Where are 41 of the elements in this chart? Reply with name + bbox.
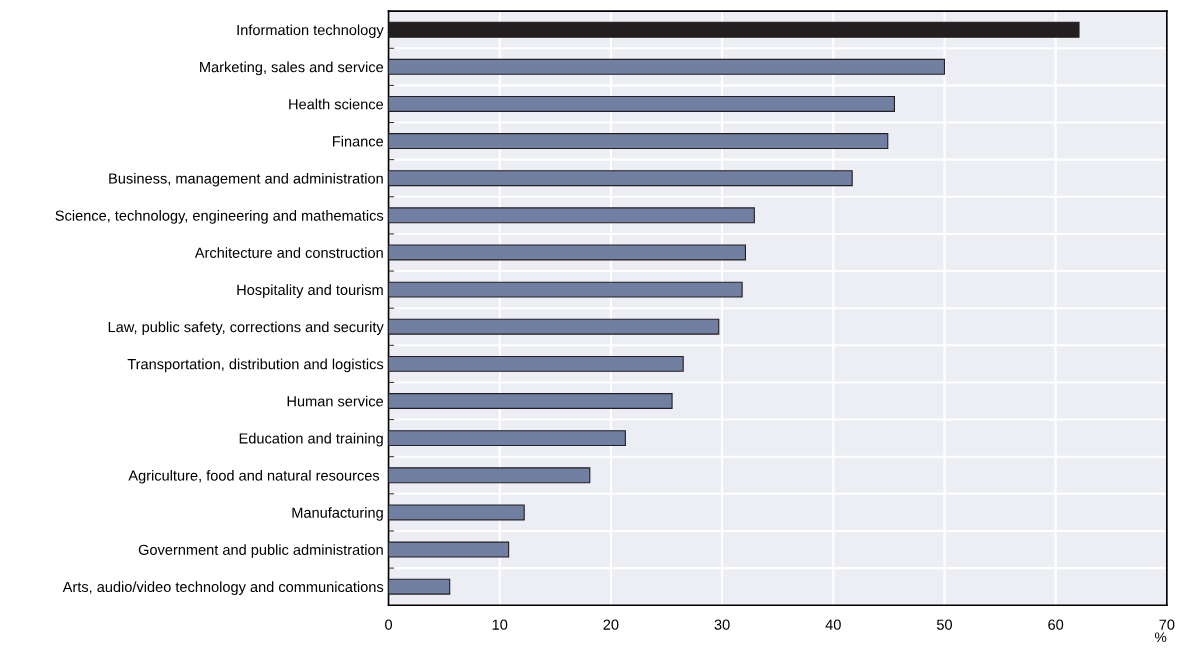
y-tick-label: Architecture and construction — [194, 247, 383, 258]
x-tick-label: 20 — [603, 619, 619, 630]
y-tick-label: Arts, audio/video technology and communications — [62, 581, 384, 595]
x-axis-title: % — [1154, 632, 1167, 643]
x-tick-label: 30 — [714, 619, 730, 630]
bar — [388, 578, 451, 595]
y-tick-label: Government and public administration — [138, 544, 383, 558]
bar — [388, 504, 525, 521]
y-tick-label: Education and training — [239, 432, 383, 447]
bar — [388, 467, 591, 484]
bar — [388, 393, 673, 409]
y-tick-label: Finance — [333, 135, 384, 147]
y-tick-label: Transportation, distribution and logistics — [127, 358, 384, 373]
bar — [388, 207, 755, 224]
y-tick-label: Information technology — [237, 24, 384, 39]
y-tick-label: Marketing, sales and service — [200, 61, 384, 76]
y-tick-label: Agriculture, food and natural resources — [128, 469, 380, 484]
y-tick-label: Manufacturing — [292, 507, 383, 521]
y-tick-label: Hospitality and tourism — [237, 284, 383, 298]
y-tick-label: Business, management and administration — [109, 172, 383, 187]
bar — [388, 133, 889, 150]
x-tick-label: 0 — [385, 619, 393, 630]
x-tick-label: 10 — [492, 619, 508, 630]
bar — [388, 58, 946, 75]
bar — [388, 244, 747, 261]
bar — [388, 170, 853, 187]
bar — [388, 541, 510, 558]
bar — [388, 281, 743, 298]
bar — [388, 95, 895, 112]
x-tick-label: 70 — [1159, 619, 1175, 630]
x-tick-label: 60 — [1048, 619, 1064, 630]
y-tick-label: Health science — [289, 98, 384, 110]
bar — [388, 430, 626, 447]
bar — [388, 21, 1080, 38]
x-tick-label: 50 — [936, 619, 952, 630]
bar — [388, 355, 684, 372]
y-tick-label: Science, technology, engineering and mathematics — [55, 210, 384, 224]
y-tick-label: Human service — [287, 395, 384, 407]
y-tick-label: Law, public safety, corrections and security — [108, 321, 384, 336]
x-tick-label: 40 — [825, 619, 841, 630]
bar — [388, 318, 720, 335]
